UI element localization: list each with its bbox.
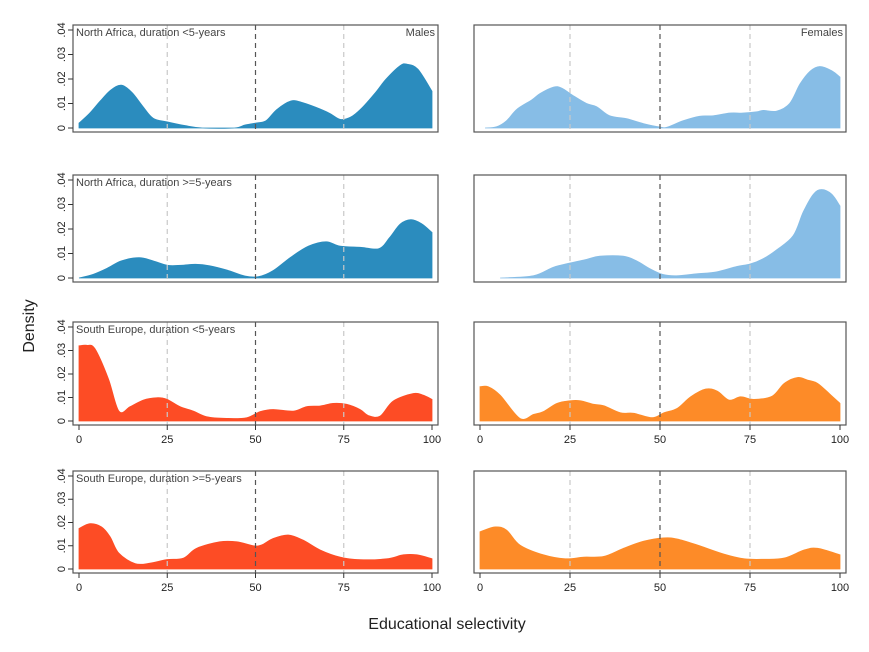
- density-area: [78, 344, 433, 422]
- y-tick-label: 0: [56, 418, 68, 424]
- panel-south-europe-long-males: South Europe, duration >=5-years 0 .01 .02.…: [56, 468, 441, 594]
- x-tick-label: 25: [564, 582, 576, 594]
- y-tick-label: .02: [56, 221, 68, 236]
- x-tick-label: 0: [76, 434, 82, 446]
- panel-row-label: North Africa, duration <5-years: [76, 27, 226, 39]
- density-area: [500, 189, 841, 279]
- y-tick-label: .01: [56, 390, 68, 405]
- y-tick-label: .03: [56, 197, 68, 212]
- panel-north-africa-long-females: [473, 174, 847, 283]
- x-tick-label: 100: [423, 582, 441, 594]
- panel-north-africa-short-males: North Africa, duration <5-years 0 .01 .02 .0…: [56, 22, 439, 133]
- x-tick-label: 75: [338, 434, 350, 446]
- x-tick-label: 100: [831, 582, 849, 594]
- y-tick-label: 0: [56, 275, 68, 281]
- y-tick-label: .03: [56, 47, 68, 62]
- x-axis-title: Educational selectivity: [368, 616, 525, 633]
- y-tick-label: .02: [56, 515, 68, 530]
- panel-row-label: South Europe, duration >=5-years: [76, 473, 242, 485]
- panel-north-africa-long-males: North Africa, duration >=5-years 0 .01 .02.…: [56, 172, 439, 283]
- y-tick-label: .01: [56, 96, 68, 111]
- x-tick-label: 0: [477, 434, 483, 446]
- x-tick-label: 50: [249, 434, 261, 446]
- y-tick-label: .04: [56, 468, 68, 483]
- panel-south-europe-short-males: South Europe, duration <5-years 0 .01 .02 .0…: [56, 319, 441, 446]
- y-tick-label: .01: [56, 246, 68, 261]
- panel-north-africa-short-females: Females: [473, 24, 847, 133]
- x-tick-label: 25: [161, 434, 173, 446]
- panel-south-europe-short-females: 0 25 50 75 100: [473, 321, 849, 446]
- panel-row-label: North Africa, duration >=5-years: [76, 177, 232, 189]
- panel-row-label: South Europe, duration <5-years: [76, 324, 236, 336]
- x-tick-label: 75: [744, 434, 756, 446]
- x-tick-label: 100: [831, 434, 849, 446]
- density-area: [484, 66, 841, 129]
- y-tick-label: .02: [56, 71, 68, 86]
- density-area: [78, 63, 433, 129]
- panel-frame: [473, 174, 847, 283]
- panel-south-europe-long-females: 0 25 50 75 100: [473, 470, 849, 594]
- x-tick-label: 50: [654, 582, 666, 594]
- x-tick-label: 0: [477, 582, 483, 594]
- density-area: [479, 377, 841, 422]
- x-tick-label: 100: [423, 434, 441, 446]
- x-tick-label: 75: [744, 582, 756, 594]
- x-tick-label: 0: [76, 582, 82, 594]
- y-tick-label: .03: [56, 343, 68, 358]
- x-tick-label: 50: [654, 434, 666, 446]
- x-tick-label: 50: [249, 582, 261, 594]
- column-label-males: Males: [406, 27, 436, 39]
- y-tick-label: .04: [56, 172, 68, 187]
- x-tick-label: 25: [564, 434, 576, 446]
- x-tick-label: 75: [338, 582, 350, 594]
- y-tick-label: .04: [56, 319, 68, 334]
- y-tick-label: 0: [56, 125, 68, 131]
- y-axis-title: Density: [21, 299, 38, 352]
- y-tick-label: .01: [56, 538, 68, 553]
- density-area: [78, 219, 433, 279]
- y-tick-label: .02: [56, 366, 68, 381]
- panel-frame: [473, 24, 847, 133]
- y-tick-label: 0: [56, 566, 68, 572]
- y-tick-label: .04: [56, 22, 68, 37]
- x-tick-label: 25: [161, 582, 173, 594]
- column-label-females: Females: [801, 27, 844, 39]
- y-tick-label: .03: [56, 492, 68, 507]
